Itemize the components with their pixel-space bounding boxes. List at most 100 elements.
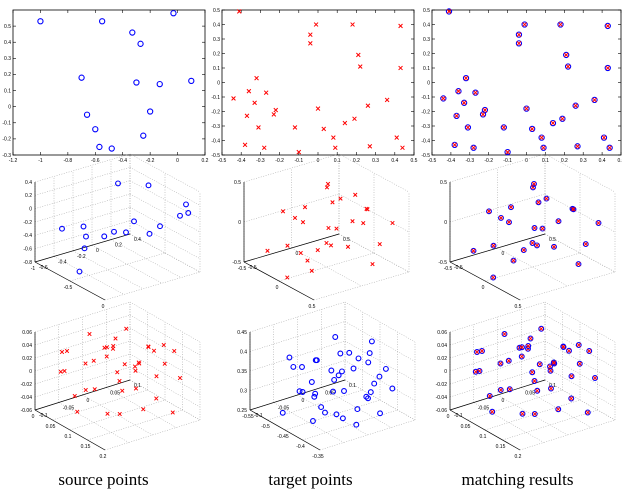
y-tick-label: 0.2	[423, 51, 430, 57]
data-point	[527, 335, 534, 342]
data-point	[519, 354, 524, 359]
z-tick-label: 0.04	[22, 343, 32, 349]
data-point	[377, 241, 382, 247]
data-point	[296, 388, 303, 395]
data-point	[534, 243, 540, 248]
data-point	[550, 120, 556, 126]
data-point	[521, 21, 528, 28]
panel-1: -1.2 -1 -0.8 -0.6 -0.4 -0.2 0 0.2 -0.3 -0.2 -0.1 0 0…	[2, 9, 209, 164]
z-tick-label: -0.04	[21, 395, 33, 401]
y-tick-label: 0.1	[549, 383, 556, 389]
data-point	[292, 215, 298, 221]
grid-line	[473, 402, 544, 443]
data-point	[354, 406, 361, 413]
data-point	[331, 376, 338, 383]
grid-line	[72, 250, 144, 290]
y-tick-label: 0.1	[349, 383, 356, 389]
panel-5: -0.5 0 0.5 -0.5 0 0.5 -0.5 0 0.5	[232, 153, 410, 310]
data-point	[370, 261, 375, 267]
x-tick-label: -0.55	[242, 414, 254, 420]
grid-line	[34, 301, 131, 333]
data-point	[592, 375, 598, 381]
y-tick-label: 0.05	[325, 391, 335, 397]
data-point	[490, 409, 495, 414]
data-point	[535, 199, 542, 206]
plot-frame	[221, 9, 415, 156]
grid-line	[53, 256, 125, 295]
data-point	[154, 374, 159, 379]
z-tick-label: 0.45	[237, 330, 247, 336]
data-point	[440, 95, 447, 102]
data-point	[133, 368, 138, 373]
data-point	[330, 200, 335, 205]
y-tick-label: -0.6	[39, 265, 48, 271]
data-point	[479, 111, 487, 118]
y-tick-label: 0	[296, 251, 299, 257]
data-point	[498, 214, 504, 221]
z-tick-label: 0	[29, 206, 32, 212]
data-point	[568, 395, 575, 402]
data-point	[280, 209, 286, 214]
data-point	[539, 135, 544, 140]
y-tick-label: 0	[502, 251, 505, 257]
data-point	[531, 378, 538, 384]
data-point	[506, 220, 512, 225]
data-point	[129, 29, 136, 36]
data-point	[350, 22, 355, 27]
y-tick-label: -0.5	[454, 265, 463, 271]
y-tick-label: 0.5	[423, 8, 430, 14]
data-point	[584, 409, 591, 416]
data-point	[80, 223, 87, 230]
data-point	[361, 220, 366, 226]
data-point	[491, 275, 496, 280]
y-tick-label: 0.2	[4, 72, 11, 78]
data-point	[607, 145, 612, 151]
data-point	[563, 51, 570, 59]
x-tick-label: -0.3	[465, 158, 474, 164]
data-point	[441, 96, 446, 101]
grid-line	[544, 233, 616, 273]
x-tick-label: -0.2	[146, 158, 155, 164]
x-tick-label: -0.1	[294, 158, 303, 164]
data-point	[355, 355, 362, 362]
data-point	[557, 21, 564, 28]
data-point	[532, 411, 537, 417]
data-point	[524, 106, 529, 111]
data-point	[113, 336, 118, 341]
x-tick-label: 0.05	[46, 424, 56, 430]
x-axis	[449, 261, 521, 301]
data-point	[506, 386, 513, 393]
grid-line	[338, 233, 410, 273]
data-point	[548, 385, 554, 392]
grid-line	[34, 220, 131, 249]
x-tick-label: 0	[32, 414, 35, 420]
data-point	[305, 258, 310, 263]
y-tick-label: 0	[502, 398, 505, 404]
data-point	[368, 338, 375, 345]
data-point	[242, 142, 248, 148]
data-point	[501, 331, 508, 337]
data-point	[72, 393, 77, 399]
data-point	[573, 103, 578, 109]
data-point	[98, 18, 106, 25]
data-point	[516, 41, 522, 46]
data-point	[315, 247, 320, 253]
data-point	[300, 220, 306, 225]
grid-line	[319, 419, 416, 451]
data-point	[308, 41, 313, 46]
y-tick-label: -0.2	[211, 109, 220, 115]
data-point	[96, 143, 103, 151]
data-point	[470, 247, 477, 254]
y-tick-label: 0.2	[115, 243, 122, 249]
x-tick-label: 0.5	[515, 304, 522, 310]
data-point	[332, 334, 339, 340]
y-tick-label: 0.3	[4, 56, 11, 62]
x-tick-label: 0.1	[334, 158, 341, 164]
data-point	[308, 32, 313, 37]
data-point	[575, 342, 582, 348]
data-point	[516, 32, 522, 37]
grid-line	[129, 353, 201, 395]
data-point	[108, 145, 115, 152]
grid-line	[449, 301, 546, 333]
data-point	[538, 134, 545, 141]
